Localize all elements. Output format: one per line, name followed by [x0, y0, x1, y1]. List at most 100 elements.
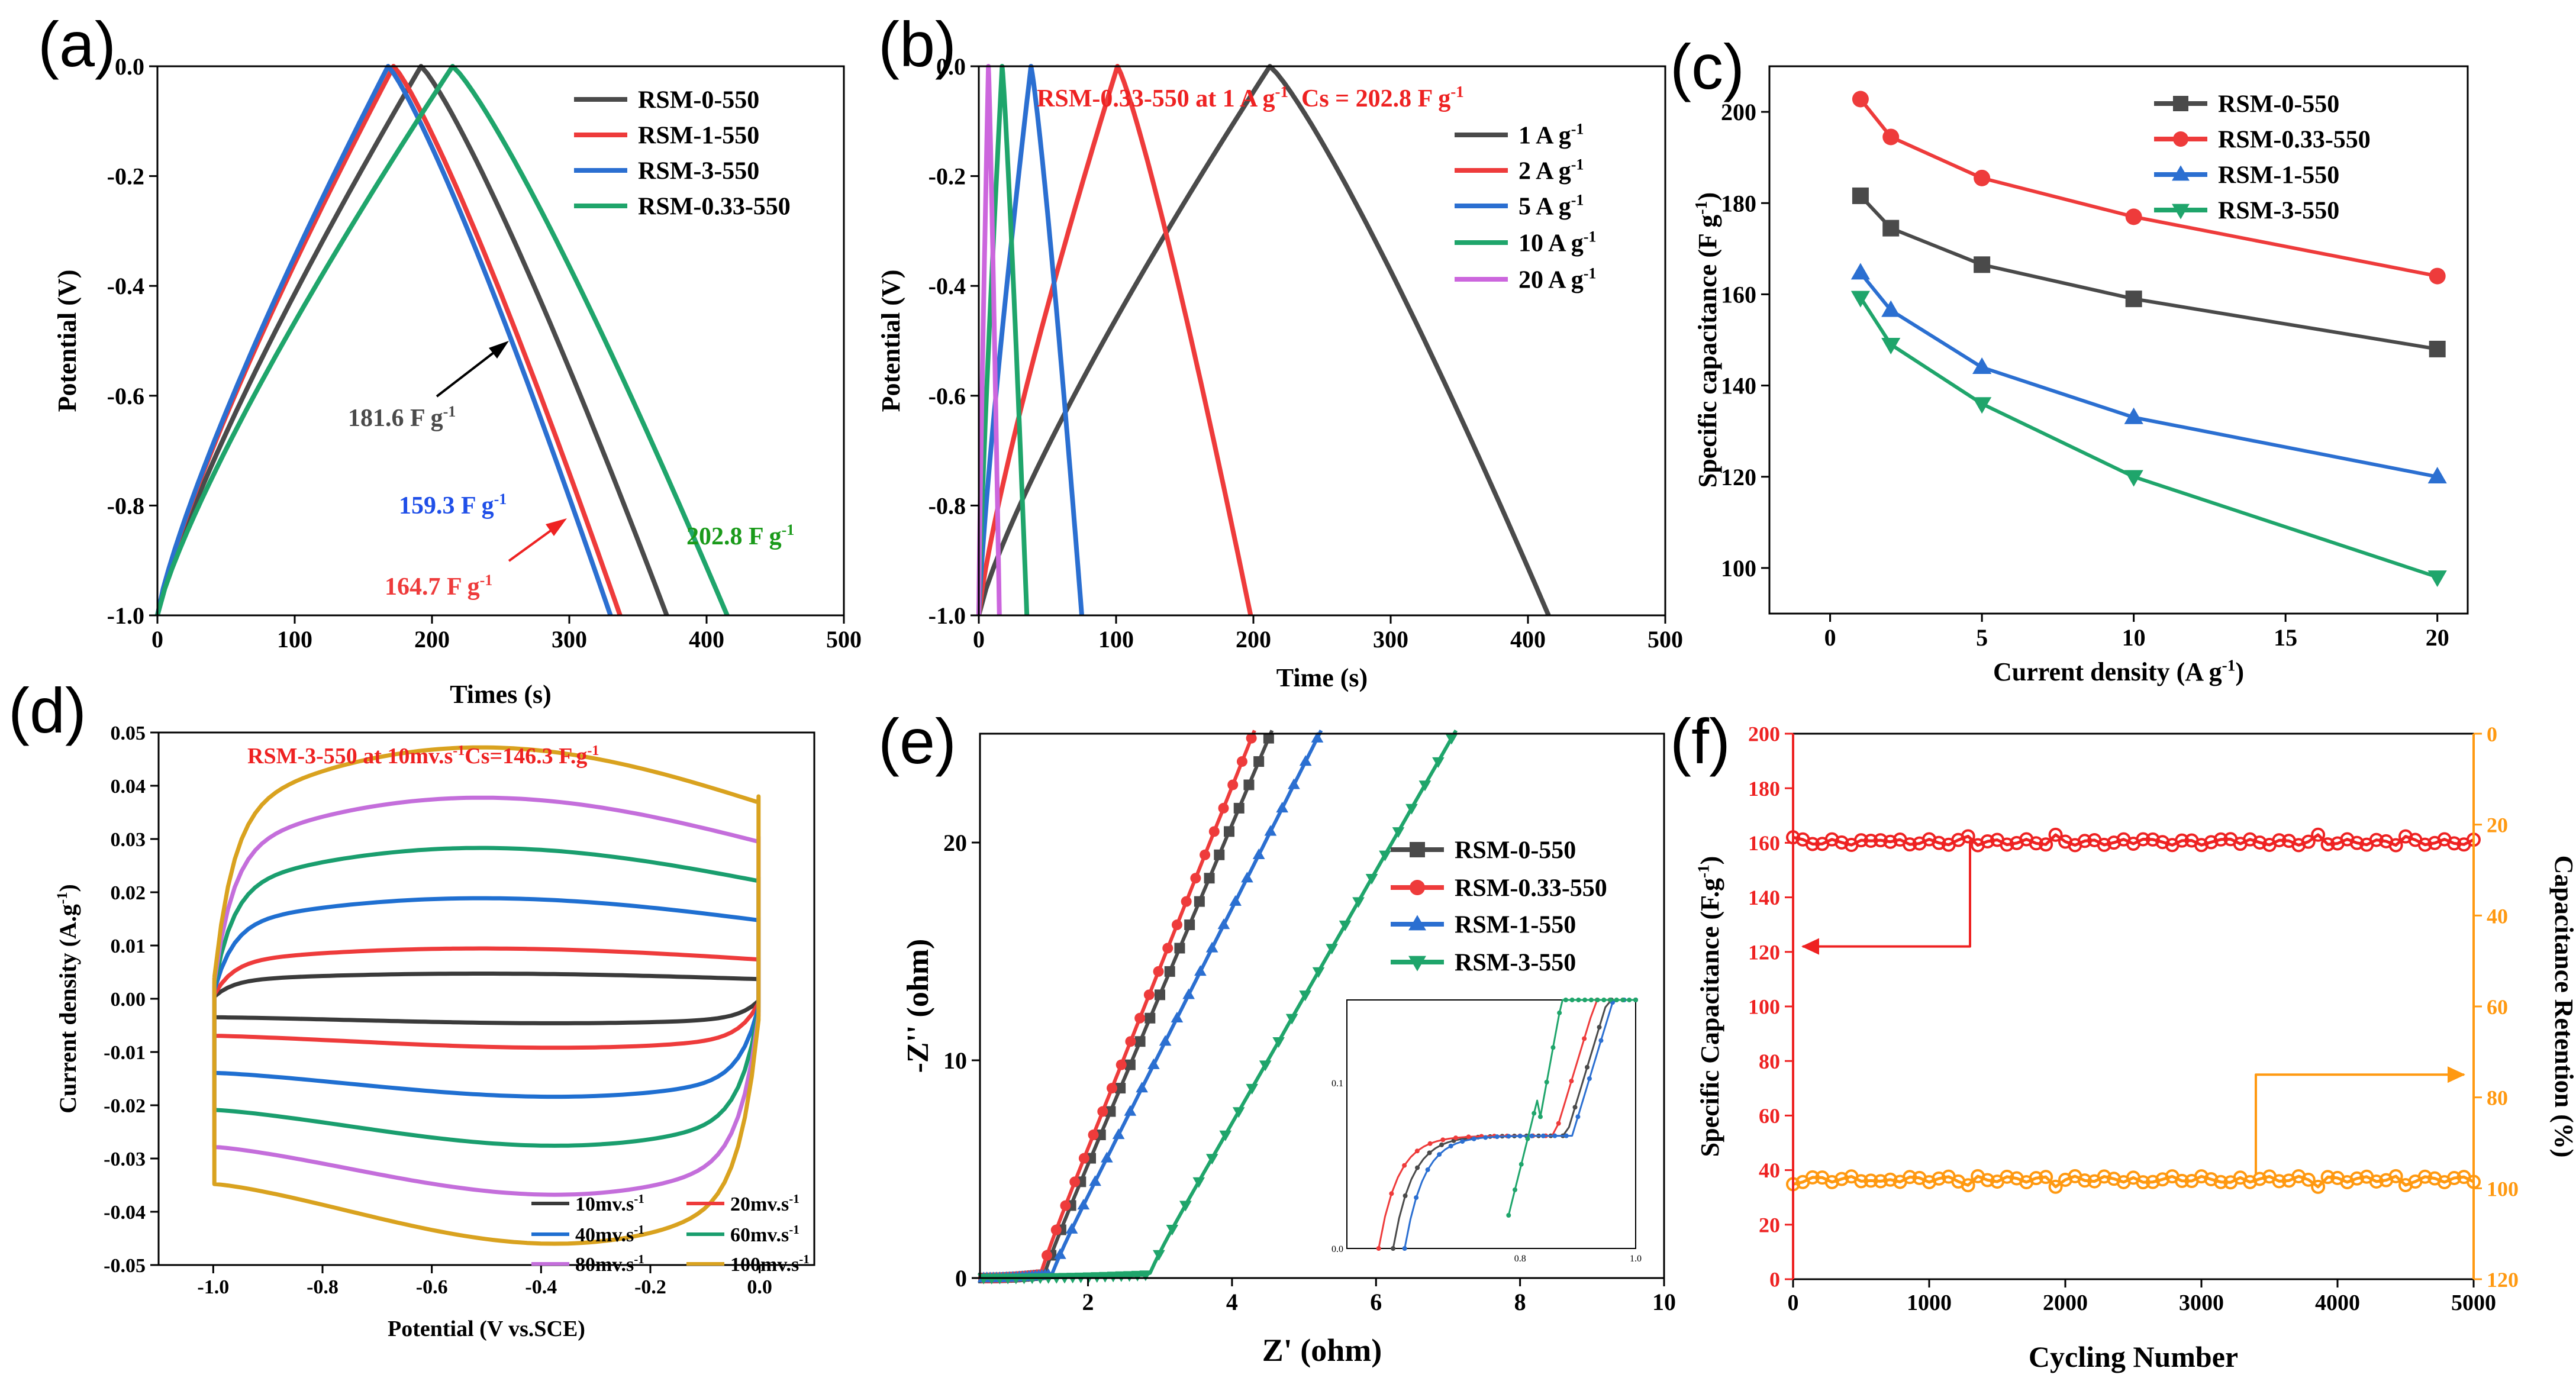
e-point-3-48: [1107, 1272, 1120, 1283]
f-point-0-15: [1932, 835, 1946, 850]
f-ytick-label: 160: [1748, 831, 1780, 855]
e-inset-point-3-40: [1633, 998, 1638, 1002]
d-legend-0-label-sup: -1: [634, 1192, 644, 1206]
d-legend-3-label-main: 60mv.s: [730, 1224, 789, 1246]
f-point-1-54: [2311, 1179, 2326, 1194]
f-point-0-62: [2388, 838, 2403, 853]
e-point-3-126: [1432, 757, 1445, 768]
d-ytick-label: -0.04: [104, 1202, 146, 1224]
f-ylabel-close: ): [1695, 856, 1724, 865]
c-legend-0-marker: [2173, 96, 2188, 111]
e-inset-point-3-0: [1506, 1213, 1511, 1218]
e-inset-point-1-6: [1414, 1148, 1420, 1154]
f-point-1-50: [2272, 1174, 2287, 1189]
c-ytick-label: 100: [1721, 555, 1756, 582]
a-panel-label: (a): [38, 8, 116, 80]
e-point-1-66: [1050, 1224, 1062, 1235]
d-legend-3-label: 60mv.s-1: [730, 1222, 799, 1246]
e-panel-label: (e): [878, 705, 956, 777]
e-inset-point-1-4: [1402, 1163, 1407, 1168]
d-title: RSM-3-550 at 10mv.s-1Cs=146.3 F.g-1: [247, 743, 599, 769]
a-cap-2: 159.3 F g-1: [399, 491, 507, 519]
d-title-main: RSM-3-550 at 10mv.s: [247, 744, 453, 769]
e-point-1-90: [1125, 1036, 1136, 1047]
c-frame: [1768, 65, 2469, 615]
a-arrow-0-head: [489, 341, 509, 359]
e-inset-point-1-2: [1389, 1191, 1394, 1196]
f-point-0-25: [2029, 836, 2043, 851]
e-inset-point-0-4: [1415, 1165, 1420, 1170]
e-point-0-99: [1164, 966, 1175, 977]
d-title2-sup: -1: [587, 743, 599, 759]
e-point-3-93: [1285, 1014, 1298, 1025]
e-inset-point-1-32: [1582, 1036, 1587, 1041]
a-cap-3-sup: -1: [782, 521, 795, 538]
e-frame: [979, 733, 1665, 1279]
e-point-1-69: [1060, 1200, 1071, 1211]
e-point-0-87: [1124, 1059, 1136, 1070]
c-xtick-label: 10: [2122, 624, 2146, 651]
b-ytick-label: -0.8: [928, 492, 966, 519]
c-point-0-3: [2125, 291, 2142, 308]
f-ytick-label: 180: [1748, 777, 1780, 801]
b-ytick-label: 0.0: [936, 53, 966, 80]
d-xtick-label: -1.0: [197, 1276, 229, 1298]
f-ylabel-main: Specific Capacitance (F.g: [1695, 878, 1724, 1157]
e-legend-1-label: RSM-0.33-550: [1455, 875, 1607, 902]
f-arrow-left: [1803, 840, 1971, 948]
e-ylabel: -Z'' (ohm): [901, 939, 935, 1073]
e-inset-ytick-label: 0.0: [1331, 1244, 1343, 1254]
f-point-0-58: [2349, 835, 2364, 850]
e-inset-point-1-10: [1440, 1137, 1446, 1143]
e-point-2-96: [1182, 988, 1195, 999]
f-point-0-30: [2077, 834, 2092, 848]
e-ytick-label: 20: [943, 830, 967, 856]
d-series-0: [212, 972, 761, 1025]
d-ytick-label: 0.00: [111, 989, 146, 1011]
e-point-3-6: [994, 1273, 1006, 1285]
d-legend-5-label-main: 100mv.s: [730, 1254, 799, 1276]
f-point-0-60: [2369, 832, 2384, 847]
c-xlabel-sup: -1: [2222, 656, 2236, 674]
a-arrow-1-head: [546, 518, 567, 536]
f-point-1-9: [1873, 1174, 1888, 1189]
f-point-1-53: [2301, 1172, 2316, 1187]
b-xtick-label: 500: [1648, 626, 1683, 653]
f-point-1-32: [2097, 1169, 2111, 1184]
b-title: RSM-0.33-550 at 1 A g-1 Cs = 202.8 F g-1: [1037, 83, 1464, 112]
e-legend-3-label: RSM-3-550: [1455, 950, 1576, 977]
f-point-0-53: [2301, 834, 2316, 849]
d-xlabel: Potential (V vs.SCE): [388, 1316, 585, 1341]
b-title-sup: -1: [1275, 83, 1289, 101]
f-point-0-40: [2175, 833, 2190, 848]
e-inset-point-3-26: [1588, 998, 1594, 1002]
e-inset-point-2-28: [1563, 1133, 1569, 1138]
b-legend-4-label-sup: -1: [1584, 265, 1597, 282]
e-inset-point-3-28: [1595, 998, 1600, 1002]
e-inset-point-3-24: [1582, 998, 1588, 1002]
a-xtick-label: 400: [689, 626, 724, 653]
a-cap-2-main: 159.3 F g: [399, 492, 494, 519]
c-legend-3-marker: [2172, 204, 2190, 220]
d-ylabel-main: Current density (A.g: [54, 904, 81, 1114]
f-xtick-label: 4000: [2315, 1290, 2360, 1315]
d-xtick-label: -0.8: [307, 1276, 338, 1298]
b-title-main: RSM-0.33-550 at 1 A g: [1037, 85, 1275, 112]
e-point-2-66: [1065, 1222, 1078, 1234]
f-y2label: Capacitance Retention (%): [2549, 856, 2576, 1158]
f-point-0-44: [2213, 832, 2228, 847]
a-ytick-label: -0.4: [107, 273, 144, 299]
e-xtick-label: 2: [1082, 1289, 1094, 1315]
e-point-3-60: [1139, 1270, 1152, 1282]
c-ylabel-main: Specific capacitance (F g: [1693, 215, 1722, 488]
e-legend-0-marker: [1410, 842, 1425, 857]
e-point-0-123: [1243, 779, 1255, 790]
e-inset-point-0-6: [1427, 1150, 1432, 1156]
f-point-0-18: [1961, 829, 1975, 844]
e-inset-point-2-32: [1587, 1076, 1592, 1082]
e-inset-point-3-8: [1532, 1111, 1537, 1116]
d-ytick-label: -0.03: [104, 1148, 146, 1170]
e-point-3-81: [1232, 1107, 1245, 1118]
e-inset-frame: [1346, 999, 1636, 1249]
b-ytick-label: -0.4: [928, 273, 966, 299]
